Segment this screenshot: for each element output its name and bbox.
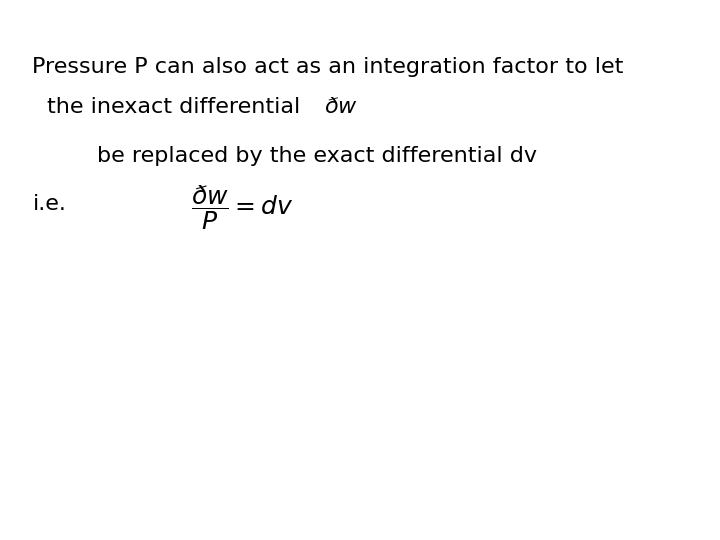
Text: i.e.: i.e. [32, 194, 66, 214]
Text: $\it{\eth w}$: $\it{\eth w}$ [324, 97, 358, 117]
Text: the inexact differential: the inexact differential [47, 97, 315, 117]
Text: Pressure P can also act as an integration factor to let: Pressure P can also act as an integratio… [32, 57, 624, 77]
Text: $\dfrac{\eth w}{P} = dv$: $\dfrac{\eth w}{P} = dv$ [191, 184, 293, 232]
Text: be replaced by the exact differential dv: be replaced by the exact differential dv [97, 146, 537, 166]
